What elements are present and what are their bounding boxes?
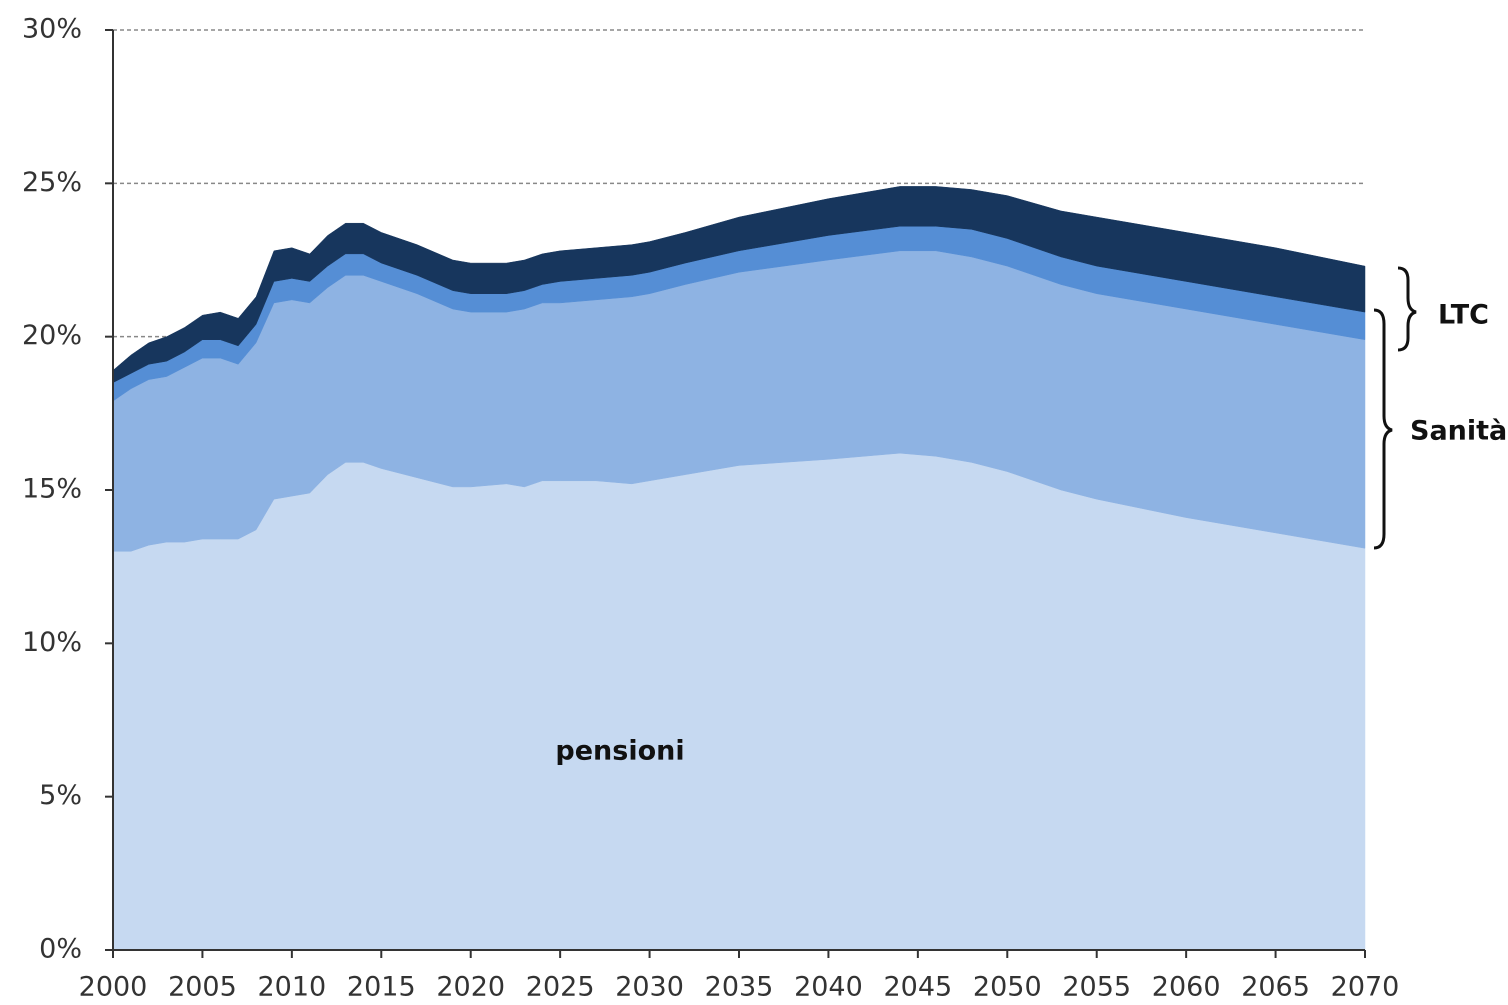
x-tick-label: 2010 (257, 972, 326, 1003)
area-label: pensioni (555, 736, 684, 767)
y-tick-label: 10% (22, 627, 82, 658)
x-tick-label: 2020 (436, 972, 505, 1003)
x-tick-label: 2035 (705, 972, 774, 1003)
y-tick-label: 30% (22, 14, 82, 45)
x-tick-label: 2040 (794, 972, 863, 1003)
y-tick-label: 15% (22, 474, 82, 505)
y-tick-label: 25% (22, 167, 82, 198)
x-tick-label: 2015 (347, 972, 416, 1003)
areas (112, 186, 1366, 951)
y-tick-label: 20% (22, 320, 82, 351)
y-tick-label: 0% (39, 934, 82, 965)
x-tick-label: 2005 (168, 972, 237, 1003)
x-tick-label: 2050 (973, 972, 1042, 1003)
brace (1373, 308, 1393, 550)
x-tick-label: 2030 (615, 972, 684, 1003)
annotation: Sanità (1410, 416, 1507, 447)
area (112, 186, 1366, 384)
brace (1397, 266, 1417, 352)
x-tick-label: 2000 (79, 972, 148, 1003)
x-tick-label: 2060 (1152, 972, 1221, 1003)
x-tick-label: 2025 (526, 972, 595, 1003)
x-tick-label: 2055 (1062, 972, 1131, 1003)
area (112, 452, 1366, 951)
annotation: LTC (1438, 300, 1489, 331)
x-tick-label: 2045 (883, 972, 952, 1003)
y-tick-label: 5% (39, 780, 82, 811)
x-tick-label: 2065 (1241, 972, 1310, 1003)
x-tick-label: 2070 (1331, 972, 1400, 1003)
